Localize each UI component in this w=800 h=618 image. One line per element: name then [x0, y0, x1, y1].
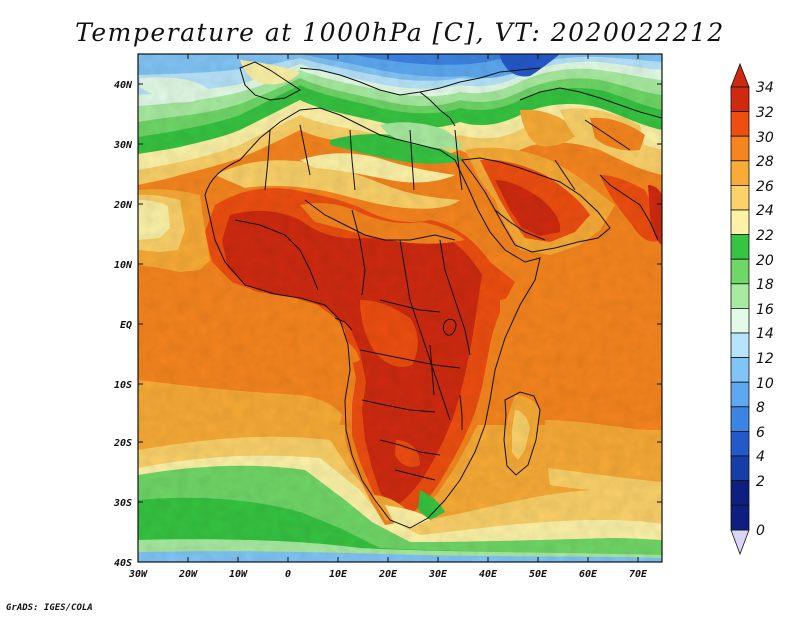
lon-label-50e: 50E [529, 569, 548, 580]
colorbar-seg-18-20 [730, 258, 750, 285]
lat-label-40n: 40N [114, 80, 133, 91]
lat-label-30n: 30N [113, 140, 133, 151]
colorbar-seg-30-32 [730, 111, 750, 137]
colorbar-label-20: 20 [756, 253, 774, 269]
colorbar-seg-6-8 [730, 406, 750, 432]
colorbar-seg-4-6 [730, 430, 750, 457]
lon-label-10e: 10E [329, 569, 348, 580]
colorbar-seg-0-2 [730, 480, 750, 506]
colorbar-seg-24-26 [730, 184, 750, 211]
colorbar-arrow-bottom [730, 529, 750, 556]
colorbar-arrow-top [730, 62, 750, 88]
colorbar-label-22: 22 [756, 228, 774, 244]
colorbar-label-6: 6 [756, 425, 765, 441]
colorbar-seg-16-18 [730, 283, 750, 309]
lat-label-20s: 20S [113, 438, 132, 449]
colorbar-label-12: 12 [756, 351, 774, 367]
lat-label-30s: 30S [113, 498, 132, 509]
lat-label-20n: 20N [113, 200, 133, 211]
grads-credit: GrADS: IGES/COLA [6, 603, 93, 613]
colorbar-label-2: 2 [756, 474, 765, 490]
colorbar-seg-8-10 [730, 381, 750, 408]
lon-label-20w: 20W [178, 569, 198, 580]
colorbar-seg-28-30 [730, 135, 750, 162]
colorbar-label-16: 16 [756, 302, 774, 318]
chart-title: Temperature at 1000hPa [C], VT: 20200222… [75, 18, 725, 47]
colorbar-label-14: 14 [756, 326, 774, 342]
lat-label-10s: 10S [114, 380, 132, 391]
longitude-axis: 30W 20W 10W 0 10E 20E 30E 40E 50E 60E 70… [128, 54, 648, 580]
colorbar-label-30: 30 [756, 130, 774, 146]
lon-label-70e: 70E [629, 569, 648, 580]
colorbar-seg-26-28 [730, 160, 750, 186]
colorbar-seg-22-24 [730, 209, 750, 236]
colorbar-seg-32-34 [730, 86, 750, 113]
colorbar-label-26: 26 [756, 179, 774, 195]
temperature-field [138, 54, 662, 562]
colorbar-label-34: 34 [756, 80, 774, 96]
colorbar-label-18: 18 [756, 277, 774, 293]
colorbar-seg-12-14 [730, 332, 750, 359]
lon-label-60e: 60E [579, 569, 598, 580]
colorbar-seg-14-16 [730, 307, 750, 334]
colorbar-seg-10-12 [730, 357, 750, 383]
lon-label-20e: 20E [378, 569, 398, 580]
colorbar-label-8: 8 [756, 400, 765, 416]
lon-label-10w: 10W [229, 569, 248, 580]
lat-label-eq: EQ [120, 320, 132, 331]
colorbar-label-10: 10 [756, 376, 774, 392]
lon-label-0: 0 [285, 569, 291, 580]
colorbar-label-4: 4 [756, 449, 765, 465]
colorbar-label-28: 28 [756, 154, 774, 170]
lat-label-40s: 40S [114, 558, 132, 569]
lon-label-30e: 30E [428, 569, 448, 580]
lon-label-40e: 40E [479, 569, 498, 580]
colorbar-labels: 34 32 30 28 26 24 22 20 18 16 14 12 10 8… [756, 80, 774, 539]
colorbar-label-24: 24 [756, 203, 774, 219]
colorbar-seg-2-4 [730, 455, 750, 482]
latitude-axis: 40N 30N 20N 10N EQ 10S 20S 30S 40S [113, 80, 662, 569]
colorbar-label-32: 32 [756, 105, 774, 121]
coastlines [204, 61, 662, 529]
lon-label-30w: 30W [128, 569, 148, 580]
colorbar-segments [730, 62, 750, 556]
lat-label-10n: 10N [114, 260, 133, 271]
colorbar-seg-20-22 [730, 234, 750, 260]
colorbar-label-0: 0 [756, 523, 765, 539]
map-frame [137, 53, 663, 563]
